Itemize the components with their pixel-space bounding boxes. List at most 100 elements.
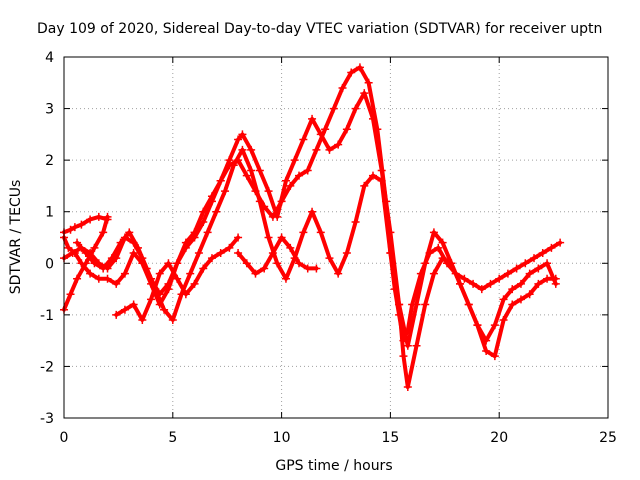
series-track-3 bbox=[62, 65, 563, 343]
data-point bbox=[133, 243, 142, 252]
data-point bbox=[525, 269, 534, 278]
data-point bbox=[242, 171, 251, 180]
data-point bbox=[295, 259, 304, 268]
y-tick-label: -3 bbox=[40, 411, 54, 427]
data-point bbox=[77, 220, 86, 229]
series-track-4 bbox=[62, 91, 558, 390]
data-point bbox=[516, 295, 525, 304]
data-point bbox=[86, 269, 95, 278]
data-point bbox=[325, 145, 334, 154]
data-point bbox=[247, 145, 256, 154]
data-point bbox=[99, 264, 108, 273]
y-tick-label: 1 bbox=[45, 205, 54, 221]
data-point bbox=[129, 248, 138, 257]
data-point bbox=[403, 383, 412, 392]
data-point bbox=[70, 223, 79, 232]
grid-lines bbox=[64, 57, 608, 418]
data-point bbox=[338, 83, 347, 92]
data-point bbox=[486, 279, 495, 288]
data-point bbox=[190, 233, 199, 242]
data-point bbox=[412, 341, 421, 350]
data-point bbox=[299, 135, 308, 144]
data-point bbox=[438, 238, 447, 247]
data-point bbox=[173, 259, 182, 268]
data-point bbox=[377, 176, 386, 185]
data-point bbox=[129, 300, 138, 309]
data-point bbox=[277, 233, 286, 242]
data-point bbox=[534, 279, 543, 288]
tick-marks bbox=[63, 56, 609, 419]
y-tick-label: 3 bbox=[45, 102, 54, 118]
data-point bbox=[238, 145, 247, 154]
data-point bbox=[355, 63, 364, 72]
data-point bbox=[186, 269, 195, 278]
data-point bbox=[242, 259, 251, 268]
data-point bbox=[286, 181, 295, 190]
data-point bbox=[99, 228, 108, 237]
data-point bbox=[66, 290, 75, 299]
data-point bbox=[351, 104, 360, 113]
data-point bbox=[482, 346, 491, 355]
data-point bbox=[469, 279, 478, 288]
data-point bbox=[164, 259, 173, 268]
data-point bbox=[255, 197, 264, 206]
data-point bbox=[421, 300, 430, 309]
data-point bbox=[399, 352, 408, 361]
data-point bbox=[251, 269, 260, 278]
data-point bbox=[164, 279, 173, 288]
data-point bbox=[273, 212, 282, 221]
data-point bbox=[112, 279, 121, 288]
data-point bbox=[116, 238, 125, 247]
data-point bbox=[543, 259, 552, 268]
data-point bbox=[64, 243, 73, 252]
data-point bbox=[312, 145, 321, 154]
y-tick-label: 0 bbox=[45, 256, 54, 272]
x-tick-label: 5 bbox=[168, 430, 177, 446]
data-point bbox=[260, 264, 269, 273]
data-point bbox=[508, 285, 517, 294]
data-point bbox=[525, 290, 534, 299]
data-point bbox=[434, 243, 443, 252]
data-point bbox=[212, 207, 221, 216]
y-tick-label: -1 bbox=[40, 308, 54, 324]
data-point bbox=[395, 300, 404, 309]
data-point bbox=[386, 248, 395, 257]
data-point bbox=[477, 285, 486, 294]
data-point bbox=[247, 166, 256, 175]
x-tick-label: 0 bbox=[60, 430, 69, 446]
data-point bbox=[334, 269, 343, 278]
data-point bbox=[199, 264, 208, 273]
data-point bbox=[438, 254, 447, 263]
data-point bbox=[295, 171, 304, 180]
data-point bbox=[225, 156, 234, 165]
data-point bbox=[495, 274, 504, 283]
data-point bbox=[229, 161, 238, 170]
data-point bbox=[234, 135, 243, 144]
data-point bbox=[512, 264, 521, 273]
data-point bbox=[160, 305, 169, 314]
data-point bbox=[290, 156, 299, 165]
data-point bbox=[429, 269, 438, 278]
data-point bbox=[308, 207, 317, 216]
data-point bbox=[303, 264, 312, 273]
data-point bbox=[286, 243, 295, 252]
data-point bbox=[203, 228, 212, 237]
data-point bbox=[90, 243, 99, 252]
data-point bbox=[181, 243, 190, 252]
data-point bbox=[81, 248, 90, 257]
data-point bbox=[490, 321, 499, 330]
data-point bbox=[238, 130, 247, 139]
data-point bbox=[503, 269, 512, 278]
data-point bbox=[499, 295, 508, 304]
series-track-5 bbox=[75, 147, 558, 348]
data-point bbox=[368, 171, 377, 180]
y-axis-label: SDTVAR / TECUs bbox=[8, 180, 24, 295]
data-point bbox=[412, 300, 421, 309]
data-point bbox=[225, 243, 234, 252]
data-point bbox=[473, 321, 482, 330]
data-point bbox=[68, 248, 77, 257]
data-point bbox=[86, 215, 95, 224]
data-point bbox=[125, 228, 134, 237]
y-tick-label: 2 bbox=[45, 153, 54, 169]
data-point bbox=[147, 295, 156, 304]
